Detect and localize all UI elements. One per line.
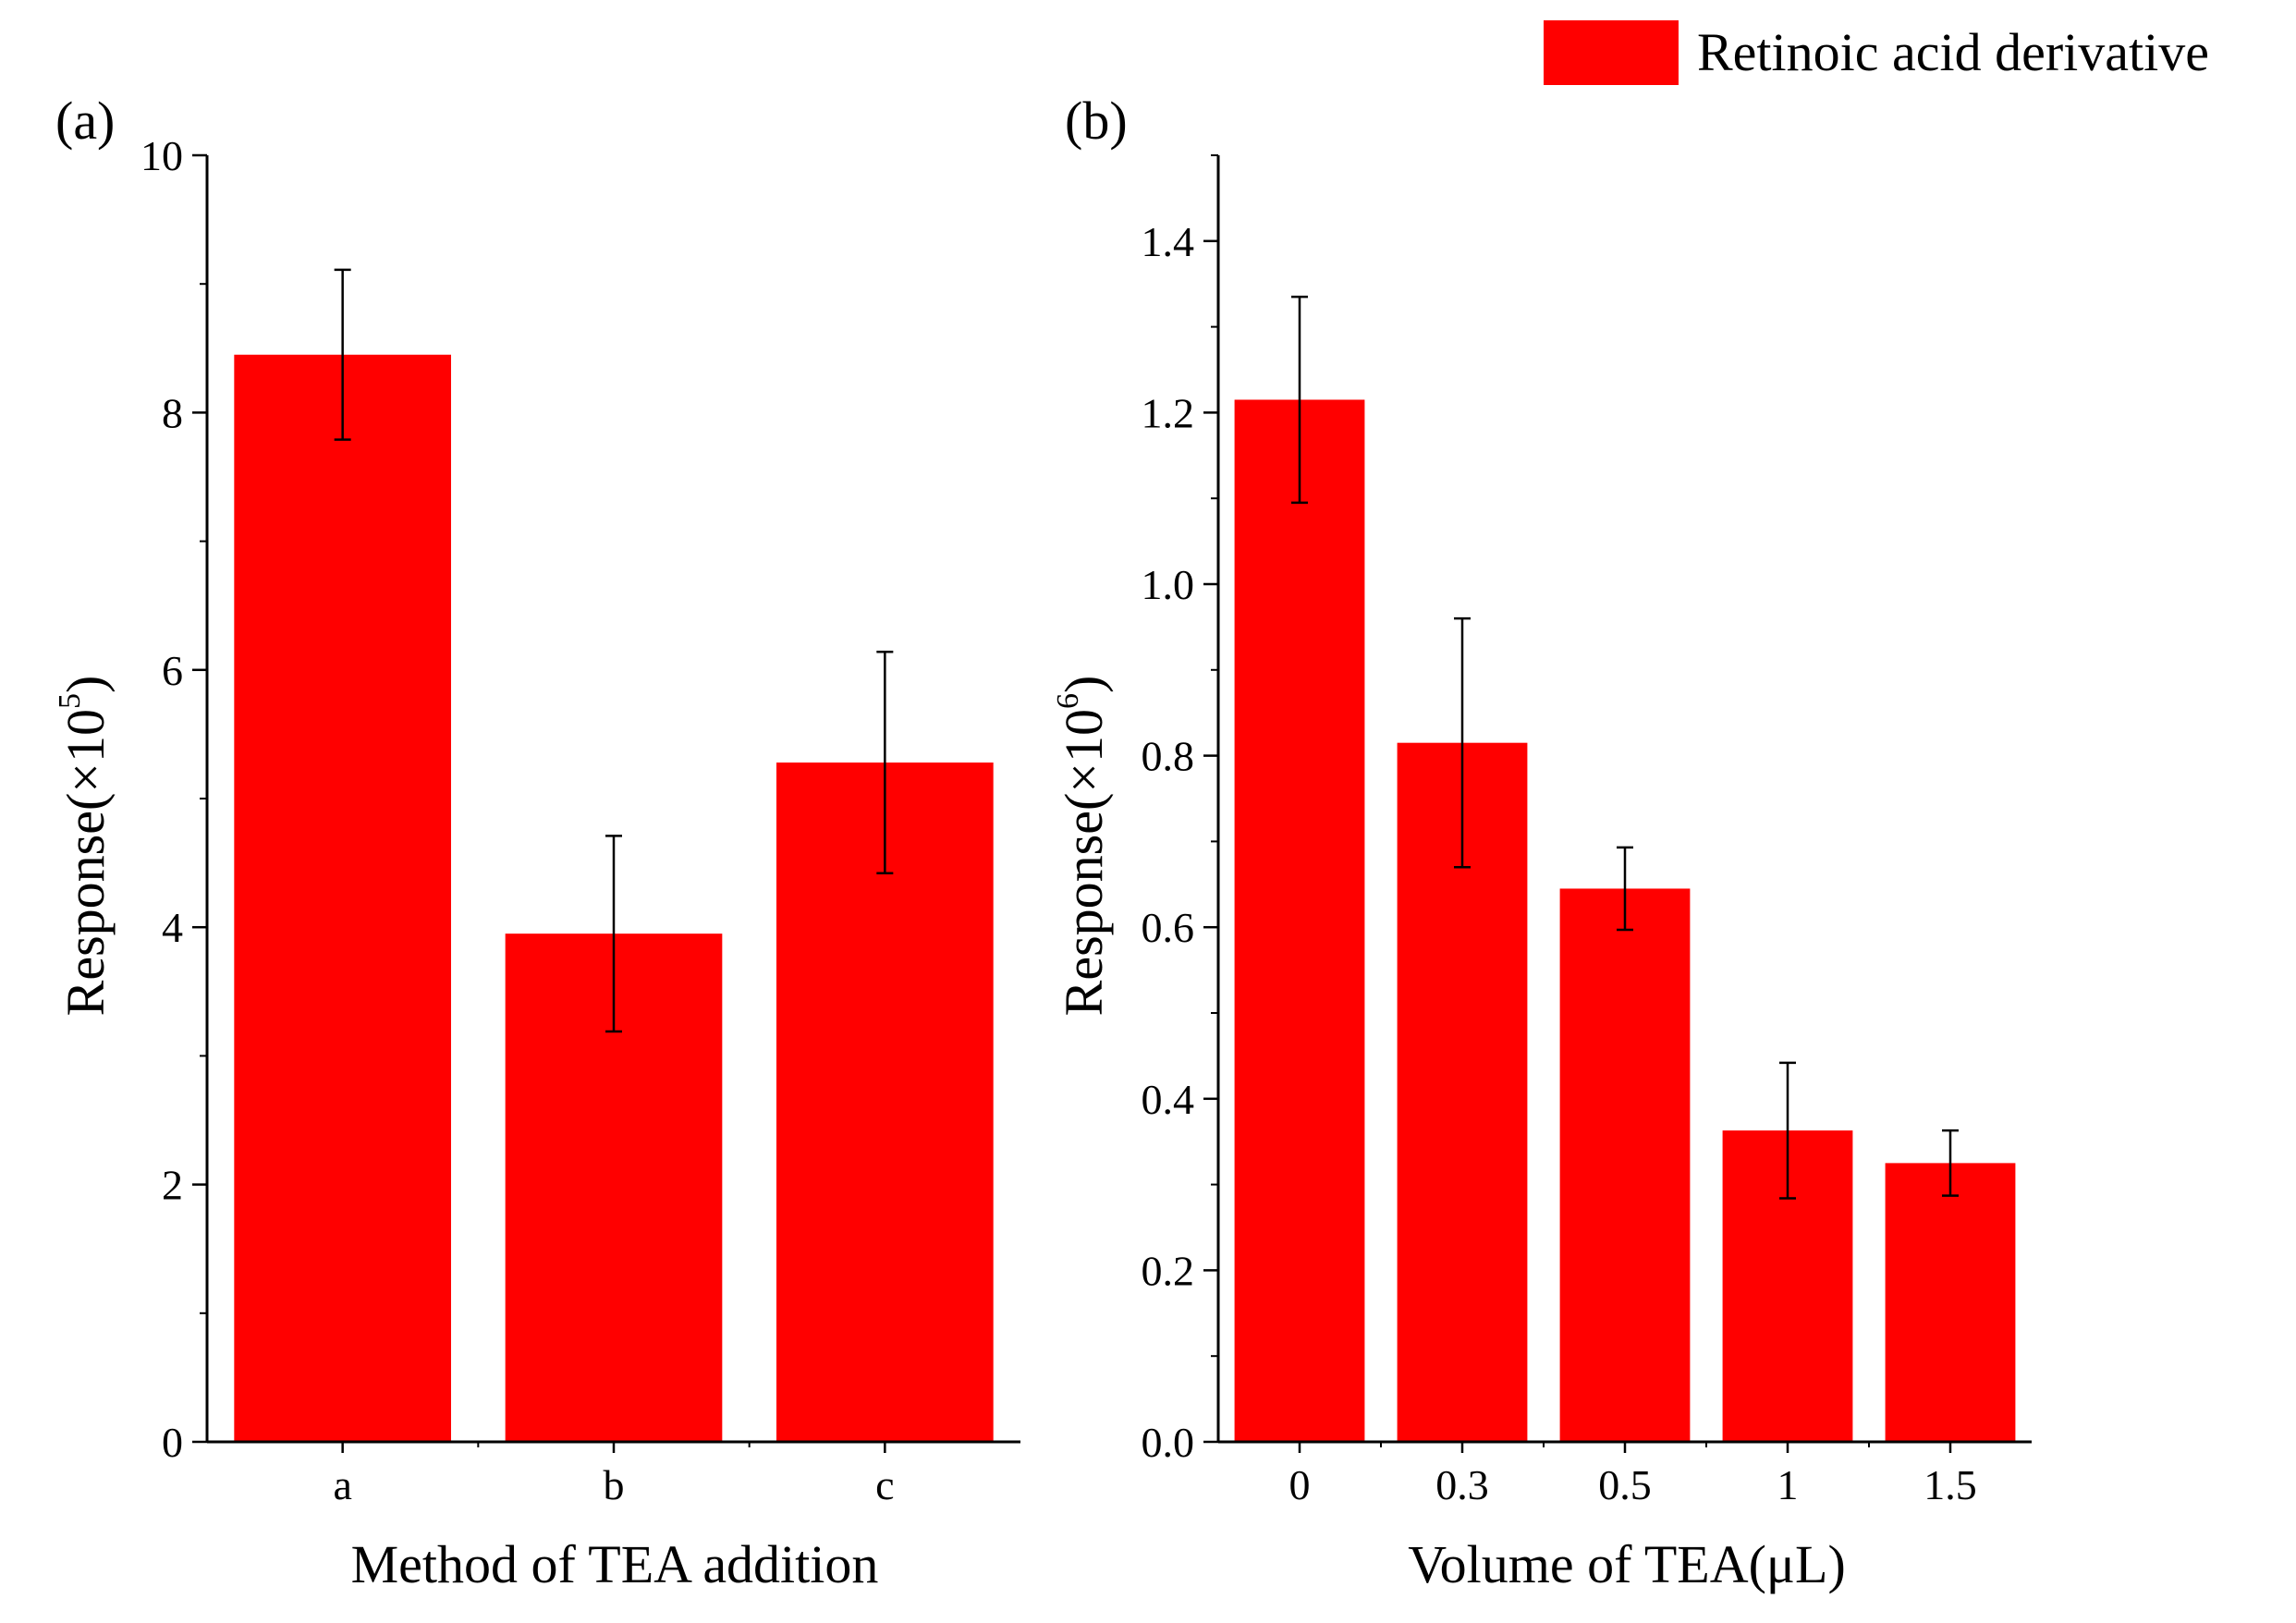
- y-tick-label-b-0: 0.0: [1142, 1419, 1195, 1466]
- panel-a-label: (a): [55, 91, 115, 151]
- y-tick-label-b-1: 0.2: [1142, 1247, 1195, 1294]
- panel-b-bars: [1234, 399, 2016, 1443]
- panel-b-x-ticks: 0 0.3 0.5 1 1.5: [1289, 1442, 1977, 1508]
- legend-label: Retinoic acid derivative: [1697, 22, 2209, 82]
- panel-b-y-ticks: 0.0 0.2 0.4 0.6 0.8 1.0 1.2 1.4: [1142, 154, 1218, 1466]
- x-tick-label-b-1: 0.3: [1435, 1461, 1489, 1508]
- x-tick-label-b-4: 1.5: [1924, 1461, 1977, 1508]
- panel-b-x-axis-title: Volume of TEA(μL): [1408, 1534, 1846, 1594]
- y-tick-label-b-6: 1.2: [1142, 389, 1195, 436]
- y-tick-label-b-3: 0.6: [1142, 904, 1195, 951]
- panel-a-y-axis-title: Response(×105): [53, 676, 116, 1017]
- y-tick-label-a-4: 8: [162, 389, 183, 436]
- y-tick-label-a-2: 4: [162, 904, 183, 951]
- panel-a: (a) 0 2 4 6 8 10 a b c Method of TEA addition R…: [53, 91, 1020, 1594]
- bar-a-2: [776, 763, 994, 1442]
- y-tick-label-a-3: 6: [162, 647, 183, 694]
- y-tick-label-b-5: 1.0: [1142, 561, 1195, 608]
- bar-b-4: [1885, 1163, 2016, 1442]
- panel-b-y-axis-title-close: ): [1054, 676, 1114, 693]
- y-tick-label-a-5: 10: [140, 132, 183, 179]
- panel-b-error-bars: [1291, 295, 1959, 1200]
- panel-a-x-axis-title: Method of TEA addition: [351, 1534, 879, 1594]
- x-tick-label-a-0: a: [333, 1461, 351, 1508]
- panel-a-x-ticks: a b c: [333, 1442, 895, 1508]
- panel-b-y-axis-title: Response(×106): [1051, 676, 1114, 1017]
- panel-b-y-axis-title-main: Response(×10: [1054, 709, 1114, 1016]
- legend: Retinoic acid derivative: [1544, 20, 2209, 85]
- bar-b-0: [1234, 399, 1365, 1443]
- panel-a-y-axis-title-main: Response(×10: [55, 709, 116, 1016]
- x-tick-label-b-0: 0: [1289, 1461, 1311, 1508]
- legend-swatch: [1544, 20, 1679, 85]
- x-tick-label-b-2: 0.5: [1598, 1461, 1652, 1508]
- y-tick-label-a-0: 0: [162, 1419, 183, 1466]
- bar-a-0: [234, 354, 451, 1442]
- panel-b: (b) 0.0 0.2 0.4 0.6 0.8 1.0 1.2 1.4 0 0.3 0.5 1 1.5…: [1051, 91, 2032, 1594]
- x-tick-label-b-3: 1: [1777, 1461, 1799, 1508]
- panel-a-y-ticks: 0 2 4 6 8 10: [140, 132, 207, 1466]
- panel-a-y-axis-title-exponent: 5: [53, 693, 87, 709]
- panel-a-bars: [234, 354, 994, 1442]
- y-tick-label-b-4: 0.8: [1142, 733, 1195, 780]
- panel-a-error-bars: [334, 268, 894, 1033]
- x-tick-label-a-2: c: [875, 1461, 894, 1508]
- y-tick-label-b-2: 0.4: [1142, 1076, 1195, 1123]
- y-tick-label-a-1: 2: [162, 1162, 183, 1209]
- bar-b-2: [1559, 888, 1691, 1442]
- y-tick-label-b-7: 1.4: [1142, 218, 1195, 265]
- panel-b-label: (b): [1065, 91, 1128, 151]
- panel-a-y-axis-title-close: ): [55, 676, 116, 693]
- x-tick-label-a-1: b: [604, 1461, 625, 1508]
- panel-b-y-axis-title-exponent: 6: [1051, 693, 1085, 709]
